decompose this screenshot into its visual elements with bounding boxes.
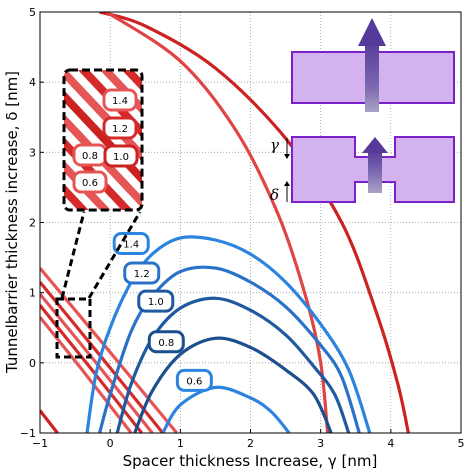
blue-curve-0.6: [161, 385, 291, 433]
inset-stripe: [71, 70, 142, 210]
inset-label-text: 0.8: [82, 151, 98, 162]
blue-label-text: 1.4: [123, 240, 139, 251]
inset-label-text: 0.6: [82, 178, 98, 189]
zoom-connector-right: [87, 211, 142, 299]
red-line-3: [40, 304, 143, 433]
gamma-arrow-icon: [284, 154, 290, 159]
red-line-5: [40, 409, 59, 433]
blue-label-0.8: 0.8: [147, 330, 185, 354]
y-tick-label: 5: [29, 6, 36, 19]
red-curve-1: [105, 12, 330, 433]
x-tick-label: 5: [458, 437, 465, 450]
blue-label-text: 0.8: [158, 338, 174, 349]
inset-stripe: [93, 70, 142, 210]
zoom-inset: 1.4 1.2 0.8 1.0 0.6: [55, 68, 144, 359]
bottom-arrow-icon: [362, 137, 388, 153]
red-line-1: [40, 281, 165, 433]
y-tick-label: −1: [20, 427, 36, 440]
inset-label-text: 1.0: [113, 152, 129, 163]
inset-label-0.6: 0.6: [72, 170, 108, 194]
x-axis-label: Spacer thickness Increase, γ [nm]: [123, 452, 378, 470]
inset-label-1.4: 1.4: [102, 88, 138, 112]
blue-curve-1.2: [98, 265, 361, 433]
x-tick-label: −1: [32, 437, 48, 450]
gamma-label: γ: [270, 136, 279, 154]
top-arrow-shaft: [365, 40, 379, 112]
y-tick-label: 3: [29, 146, 36, 159]
blue-curve-1.0: [115, 296, 351, 433]
red-line-0: [40, 267, 179, 433]
delta-label: δ: [270, 186, 279, 204]
delta-arrow-icon: [284, 181, 290, 186]
x-tick-label: 3: [317, 437, 324, 450]
inset-label-0.8: 0.8: [72, 143, 108, 167]
x-tick-label: 4: [387, 437, 394, 450]
blue-label-text: 0.6: [186, 376, 202, 387]
inset-stripe: [64, 70, 142, 210]
y-tick-label: 2: [29, 217, 36, 230]
inset-label-1.0: 1.0: [103, 144, 139, 168]
device-diagram: γ δ: [270, 18, 455, 204]
blue-curve-1.4: [85, 235, 372, 433]
inset-stripe: [64, 70, 127, 210]
blue-curve-0.8: [133, 336, 333, 433]
inset-label-text: 1.4: [112, 96, 128, 107]
y-tick-label: 4: [29, 76, 36, 89]
blue-curve-labels: 1.4 1.2 1.0 0.8 0.6: [112, 232, 213, 392]
blue-label-1.4: 1.4: [112, 232, 150, 256]
blue-label-1.2: 1.2: [123, 261, 161, 285]
x-tick-label: 1: [177, 437, 184, 450]
inset-stripe: [64, 70, 105, 210]
x-tick-label: 2: [247, 437, 254, 450]
blue-label-1.0: 1.0: [137, 289, 175, 313]
blue-label-0.6: 0.6: [175, 368, 213, 392]
blue-label-text: 1.0: [148, 297, 164, 308]
inset-frame: [62, 68, 144, 212]
blue-curves: [85, 235, 372, 433]
blue-label-text: 1.2: [134, 269, 150, 280]
top-arrow-icon: [358, 18, 386, 46]
axis-ticks: −1−1 0 0 1 1 2 2 3 3 4 4 5 5: [20, 6, 465, 450]
x-tick-label: 0: [107, 437, 114, 450]
y-axis-label: Tunnelbarrier thickness increase, δ [nm]: [3, 71, 21, 374]
zoom-source-box: [55, 297, 92, 359]
inset-label-1.2: 1.2: [102, 116, 138, 140]
zoom-connector-left: [60, 211, 86, 299]
bottom-arrow-shaft: [368, 150, 382, 193]
y-tick-label: 0: [29, 357, 36, 370]
inset-label-text: 1.2: [112, 124, 128, 135]
y-tick-label: 1: [29, 287, 36, 300]
